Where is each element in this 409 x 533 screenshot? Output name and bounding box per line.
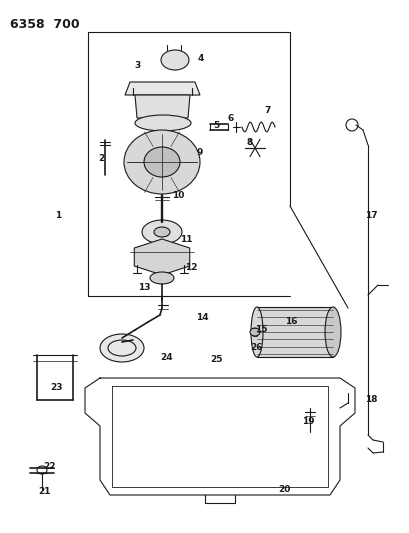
Ellipse shape — [150, 272, 173, 284]
Ellipse shape — [135, 115, 191, 131]
Ellipse shape — [249, 328, 259, 336]
Text: 9: 9 — [196, 148, 203, 157]
Ellipse shape — [161, 50, 189, 70]
Text: 15: 15 — [254, 326, 267, 335]
Text: 6: 6 — [227, 114, 234, 123]
Polygon shape — [125, 82, 200, 95]
Ellipse shape — [154, 227, 170, 237]
Ellipse shape — [142, 220, 182, 244]
Ellipse shape — [324, 307, 340, 357]
Text: 2: 2 — [98, 154, 104, 163]
Text: 21: 21 — [38, 488, 50, 497]
Text: 23: 23 — [50, 384, 62, 392]
Text: 24: 24 — [160, 353, 172, 362]
Polygon shape — [135, 95, 189, 118]
Text: 4: 4 — [198, 53, 204, 62]
Polygon shape — [134, 239, 189, 275]
Ellipse shape — [124, 130, 200, 194]
Text: 17: 17 — [364, 211, 377, 220]
Text: 25: 25 — [209, 356, 222, 365]
Text: 18: 18 — [364, 395, 377, 405]
Text: 14: 14 — [196, 313, 208, 322]
Text: 22: 22 — [43, 463, 55, 472]
Text: 8: 8 — [246, 138, 253, 147]
Ellipse shape — [144, 147, 180, 177]
Text: 13: 13 — [138, 284, 150, 293]
Text: 11: 11 — [180, 236, 192, 245]
Text: 16: 16 — [284, 318, 297, 327]
Ellipse shape — [100, 334, 144, 362]
Text: 26: 26 — [249, 343, 262, 352]
Text: 5: 5 — [213, 120, 219, 130]
Text: 10: 10 — [172, 190, 184, 199]
Text: 19: 19 — [301, 417, 314, 426]
Text: 6358  700: 6358 700 — [10, 18, 79, 31]
Text: 7: 7 — [263, 106, 270, 115]
Text: 1: 1 — [55, 211, 61, 220]
Text: 3: 3 — [134, 61, 140, 69]
Ellipse shape — [250, 307, 262, 357]
Text: 12: 12 — [184, 263, 197, 272]
Text: 20: 20 — [277, 486, 290, 495]
Polygon shape — [256, 307, 332, 357]
